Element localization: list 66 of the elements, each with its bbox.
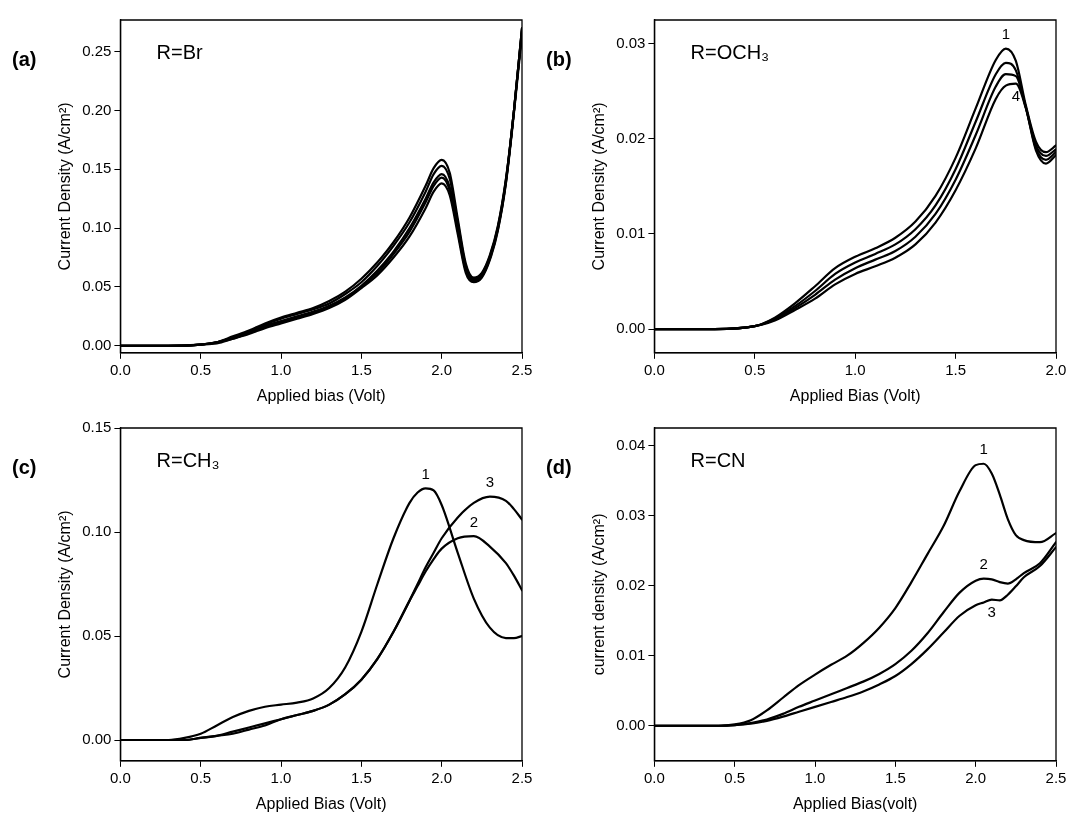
- text: (c): [12, 455, 37, 478]
- y-axis-title: current density (A/cm²): [590, 513, 608, 676]
- series-label: 3: [987, 603, 996, 621]
- y-tick-label: 0.10: [82, 522, 112, 540]
- y-tick-label: 0.00: [82, 335, 112, 353]
- x-axis-title: Applied bias (Volt): [256, 386, 386, 404]
- y-axis-title: Current Density (A/cm²): [56, 102, 74, 271]
- x-tick-label: 0.5: [724, 768, 746, 786]
- y-tick-label: 0.00: [616, 715, 646, 733]
- y-axis-title: Current Density (A/cm²): [590, 102, 608, 271]
- x-axis-title: Applied Bias (Volt): [789, 386, 921, 404]
- x-tick-label: 1.0: [804, 768, 826, 786]
- series-label: 2: [979, 555, 988, 573]
- y-tick-label: 0.20: [82, 100, 112, 118]
- x-axis-title: Applied Bias(volt): [792, 794, 918, 812]
- y-tick-label: 0.02: [616, 575, 646, 593]
- x-tick-label: 2.5: [511, 360, 533, 378]
- series-label: 3: [485, 473, 495, 491]
- x-tick-label: 0.5: [190, 360, 212, 378]
- annotation: R=OCH₃: [690, 40, 770, 63]
- annotation: R=CH₃: [156, 448, 220, 471]
- x-tick-label: 1.5: [350, 360, 372, 378]
- text: (a): [12, 47, 37, 70]
- x-tick-label: 0.5: [744, 360, 766, 378]
- y-tick-label: 0.04: [616, 435, 646, 453]
- x-tick-label: 1.5: [350, 768, 372, 786]
- y-tick-label: 0.01: [616, 224, 646, 242]
- y-tick-label: 0.05: [82, 277, 112, 295]
- x-tick-label: 1.5: [884, 768, 906, 786]
- x-axis-title: Applied Bias (Volt): [255, 794, 387, 812]
- x-tick-label: 0.0: [109, 768, 131, 786]
- x-tick-label: 1.0: [270, 768, 292, 786]
- x-tick-label: 0.0: [643, 360, 665, 378]
- x-tick-label: 2.0: [431, 360, 453, 378]
- x-tick-label: 2.0: [1045, 360, 1067, 378]
- series-label: 1: [421, 464, 430, 482]
- y-tick-label: 0.10: [82, 218, 112, 236]
- x-tick-label: 2.0: [965, 768, 987, 786]
- y-tick-label: 0.01: [616, 645, 646, 663]
- x-tick-label: 2.5: [1045, 768, 1067, 786]
- x-tick-label: 0.5: [190, 768, 212, 786]
- text: (d): [546, 455, 572, 478]
- y-tick-label: 0.00: [616, 319, 646, 337]
- y-tick-label: 0.05: [82, 626, 112, 644]
- x-tick-label: 1.0: [844, 360, 866, 378]
- series-label: 1: [1001, 25, 1010, 43]
- series-label: 1: [979, 440, 988, 458]
- x-tick-label: 0.0: [109, 360, 131, 378]
- text: (b): [546, 47, 572, 70]
- y-tick-label: 0.15: [82, 159, 112, 177]
- y-tick-label: 0.03: [616, 33, 646, 51]
- annotation: R=CN: [690, 448, 746, 471]
- y-tick-label: 0.02: [616, 129, 646, 146]
- x-tick-label: 2.5: [511, 768, 533, 786]
- x-tick-label: 1.5: [945, 360, 967, 378]
- x-tick-label: 0.0: [643, 768, 665, 786]
- y-tick-label: 0.15: [82, 418, 112, 436]
- y-axis-title: Current Density (A/cm²): [56, 510, 74, 679]
- x-tick-label: 2.0: [431, 768, 453, 786]
- y-tick-label: 0.25: [82, 41, 112, 59]
- series-label: 2: [469, 512, 478, 530]
- y-tick-label: 0.00: [82, 730, 112, 748]
- x-tick-label: 1.0: [270, 360, 292, 378]
- y-tick-label: 0.03: [616, 505, 646, 523]
- series-label: 4: [1011, 87, 1021, 105]
- annotation: R=Br: [156, 40, 203, 63]
